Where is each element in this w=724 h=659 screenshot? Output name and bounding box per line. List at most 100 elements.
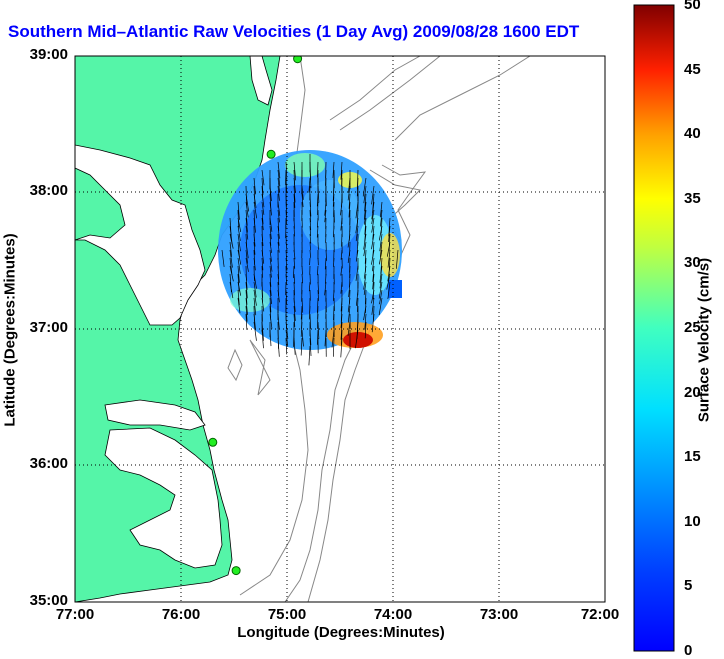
velocity-arrow bbox=[261, 249, 265, 264]
velocity-arrow bbox=[379, 265, 383, 283]
velocity-arrow bbox=[269, 273, 272, 287]
velocity-arrow bbox=[387, 265, 391, 282]
velocity-arrow bbox=[395, 249, 399, 269]
velocity-arrow bbox=[357, 297, 359, 312]
velocity-arrow bbox=[356, 177, 359, 197]
velocity-arrow bbox=[372, 257, 375, 272]
velocity-arrow bbox=[301, 193, 304, 208]
velocity-arrow bbox=[379, 273, 383, 289]
velocity-arrow bbox=[371, 209, 375, 225]
velocity-arrow bbox=[293, 265, 295, 278]
velocity-arrow bbox=[363, 265, 367, 279]
velocity-arrow bbox=[237, 201, 240, 220]
velocity-arrow bbox=[340, 337, 343, 358]
velocity-arrow bbox=[285, 273, 287, 285]
velocity-arrow bbox=[245, 305, 248, 322]
velocity-arrow bbox=[293, 177, 296, 193]
plot-frame bbox=[74, 55, 606, 603]
velocity-arrow bbox=[277, 273, 280, 285]
velocity-arrow bbox=[277, 313, 280, 330]
velocity-arrow bbox=[332, 193, 335, 207]
velocity-arrow bbox=[333, 257, 335, 267]
velocity-arrow bbox=[378, 281, 383, 299]
velocity-arrow bbox=[309, 249, 311, 258]
velocity-arrow bbox=[229, 241, 233, 257]
velocity-arrow bbox=[269, 257, 273, 272]
velocity-arrow bbox=[388, 217, 391, 237]
lon-tick: 75:00 bbox=[267, 606, 307, 623]
chesapeake-bay bbox=[75, 144, 206, 326]
velocity-arrow bbox=[317, 321, 320, 339]
colorbar-tick: 30 bbox=[684, 254, 701, 272]
station-marker bbox=[293, 56, 303, 64]
velocity-arrow bbox=[277, 161, 281, 179]
velocity-arrow bbox=[331, 329, 335, 348]
velocity-arrow bbox=[269, 217, 273, 232]
velocity-arrow bbox=[309, 329, 312, 346]
velocity-arrow bbox=[355, 217, 359, 234]
velocity-arrow bbox=[317, 289, 319, 301]
velocity-arrow bbox=[301, 185, 304, 200]
velocity-arrow bbox=[261, 297, 265, 312]
velocity-arrow bbox=[379, 289, 383, 305]
velocity-arrow bbox=[363, 201, 367, 220]
velocity-arrow bbox=[309, 209, 311, 223]
velocity-arrow bbox=[293, 337, 296, 355]
velocity-arrow bbox=[253, 289, 257, 306]
velocity-arrow bbox=[324, 281, 327, 296]
velocity-arrow bbox=[324, 201, 327, 216]
velocity-arrow bbox=[245, 217, 248, 233]
velocity-arrow bbox=[285, 289, 288, 305]
velocity-arrow bbox=[221, 249, 225, 267]
colorbar-tick: 45 bbox=[684, 60, 701, 78]
velocity-arrow bbox=[253, 321, 257, 341]
velocity-arrow bbox=[308, 305, 311, 320]
velocity-arrow bbox=[269, 289, 272, 305]
velocity-arrow bbox=[371, 201, 375, 220]
station-marker bbox=[266, 149, 276, 159]
lon-tick: 76:00 bbox=[161, 606, 201, 623]
velocity-arrow bbox=[355, 265, 359, 281]
velocity-arrow bbox=[300, 337, 303, 356]
velocity-arrow bbox=[325, 249, 327, 261]
grid-lines bbox=[75, 56, 605, 602]
velocity-arrow bbox=[364, 313, 367, 330]
velocity-arrow bbox=[253, 257, 256, 271]
velocity-arrow bbox=[245, 257, 249, 272]
velocity-arrow bbox=[333, 305, 335, 321]
velocity-arrow bbox=[269, 281, 272, 296]
velocity-arrow bbox=[285, 177, 288, 193]
velocity-arrow bbox=[293, 161, 297, 181]
velocity-arrow bbox=[253, 297, 257, 316]
velocity-arrow bbox=[347, 305, 351, 323]
velocity-arrow bbox=[309, 337, 312, 357]
velocity-arrow bbox=[277, 289, 280, 303]
velocity-arrow bbox=[365, 289, 367, 305]
velocity-arrow bbox=[379, 233, 383, 252]
velocity-arrow bbox=[293, 313, 296, 327]
velocity-arrow bbox=[333, 225, 335, 238]
lon-tick: 77:00 bbox=[55, 606, 95, 623]
velocity-arrow bbox=[277, 185, 280, 201]
velocity-arrow bbox=[324, 257, 327, 270]
velocity-arrow bbox=[293, 193, 296, 208]
velocity-arrow bbox=[340, 201, 343, 216]
velocity-arrow bbox=[285, 209, 287, 225]
velocity-arrow bbox=[380, 209, 383, 227]
velocity-arrow bbox=[378, 225, 383, 241]
velocity-arrow bbox=[387, 249, 391, 268]
velocity-arrow bbox=[261, 257, 264, 271]
velocity-arrow bbox=[309, 313, 311, 329]
velocity-arrow bbox=[245, 281, 248, 299]
velocity-arrow bbox=[237, 249, 242, 265]
velocity-arrow bbox=[380, 241, 383, 257]
velocity-arrow bbox=[355, 329, 359, 349]
velocity-arrow bbox=[371, 289, 375, 304]
x-axis-label: Longitude (Degrees:Minutes) bbox=[237, 624, 445, 641]
velocity-arrow bbox=[293, 281, 295, 296]
colorbar-tick: 0 bbox=[684, 642, 693, 659]
velocity-arrow bbox=[363, 185, 367, 204]
velocity-arrow bbox=[245, 201, 249, 218]
velocity-arrow bbox=[245, 289, 248, 305]
